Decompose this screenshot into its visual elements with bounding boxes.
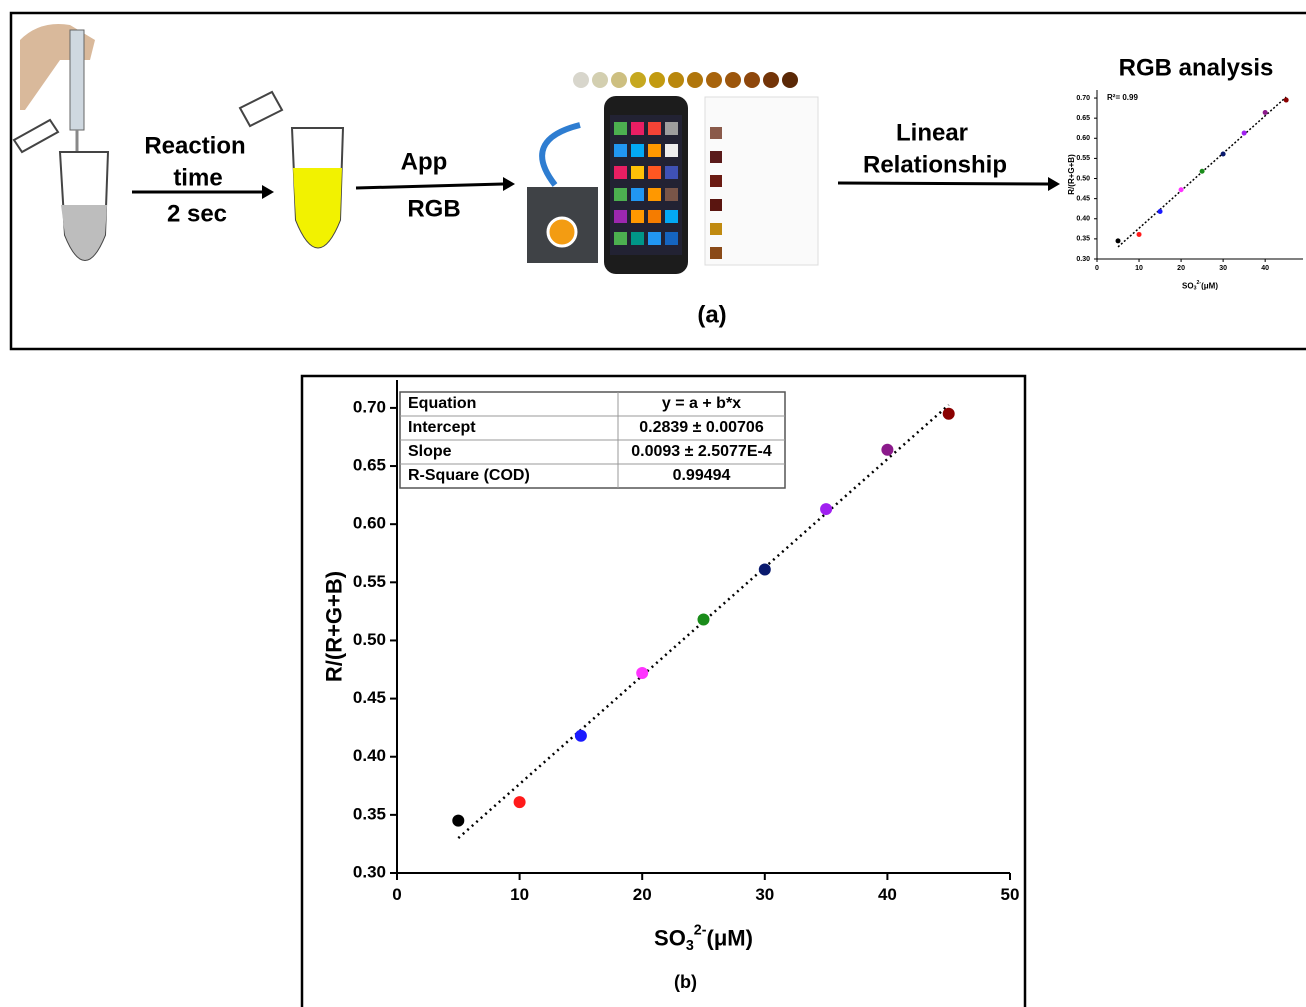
panel-b-frame [300, 374, 1027, 1007]
point [697, 613, 710, 626]
app-screenshot [704, 96, 819, 266]
y-axis-label: R/(R+G+B) [322, 571, 347, 682]
table-cell: 0.99494 [673, 467, 731, 484]
table-cell: 0.2839 ± 0.00706 [639, 419, 764, 436]
point [820, 503, 833, 516]
phone-apps [614, 122, 678, 245]
y-tick-label: 0.30 [1076, 256, 1090, 263]
y-tick-label: 0.60 [1076, 135, 1090, 142]
step-label: Reaction [144, 132, 245, 159]
chart-title: RGB analysis [1119, 54, 1274, 81]
table-cell: 0.0093 ± 2.5077E-4 [631, 443, 772, 460]
point [1241, 130, 1247, 136]
x-label-unit: (μM) [707, 925, 753, 950]
phone-screen [610, 115, 682, 255]
app-icon-wheel [546, 216, 578, 248]
x-label-sup: 2- [694, 922, 707, 938]
x-tick-label: 30 [755, 885, 774, 904]
tube-liquid [293, 168, 342, 248]
y-tick-label: 0.35 [353, 804, 386, 823]
x-label-text: SO [654, 925, 686, 950]
y-tick-label: 0.45 [1076, 195, 1090, 202]
x-tick-label: 30 [1219, 265, 1227, 272]
tube-liquid [61, 205, 107, 260]
table-cell: Intercept [408, 419, 476, 436]
x-tick-label: 10 [510, 885, 529, 904]
y-tick-label: 0.50 [1076, 175, 1090, 182]
x-label-unit: (μM) [1201, 281, 1218, 290]
y-tick-label: 0.60 [353, 514, 386, 533]
point [1199, 168, 1205, 174]
point [1157, 209, 1163, 215]
x-axis-label: SO32-(μM) [1182, 280, 1218, 292]
tube-cap [12, 118, 60, 154]
caption: (a) [697, 301, 726, 328]
y-tick-label: 0.50 [353, 630, 386, 649]
point [1283, 97, 1289, 103]
table-cell: R-Square (COD) [408, 467, 530, 484]
point [1115, 238, 1121, 244]
y-tick-label: 0.40 [353, 746, 386, 765]
curved-arrow [539, 122, 581, 187]
x-label-text: SO [1182, 281, 1194, 290]
y-tick-label: 0.55 [353, 572, 386, 591]
x-axis-label: SO32-(μM) [654, 922, 753, 953]
y-tick-label: 0.30 [353, 862, 386, 881]
y-tick-label: 0.40 [1076, 216, 1090, 223]
annotation: R²= 0.99 [1107, 93, 1138, 102]
x-tick-label: 40 [878, 885, 897, 904]
point [574, 729, 587, 742]
point [942, 407, 955, 420]
x-tick-label: 50 [1001, 885, 1020, 904]
table-cell: Slope [408, 443, 452, 460]
tube-cap [238, 90, 284, 128]
fit-line [457, 404, 950, 840]
y-tick-label: 0.65 [353, 456, 386, 475]
point [513, 796, 526, 809]
arrow-head [1048, 177, 1060, 191]
point [1178, 187, 1184, 193]
y-tick-label: 0.55 [1076, 155, 1090, 162]
pipette [69, 29, 85, 131]
x-tick-label: 0 [1095, 265, 1099, 272]
point [636, 667, 649, 680]
x-tick-label: 0 [392, 885, 401, 904]
point [881, 443, 894, 456]
arrow-head [503, 177, 515, 191]
x-tick-label: 40 [1261, 265, 1269, 272]
app-list [710, 127, 722, 259]
step-label: RGB [407, 195, 460, 222]
step-label: 2 sec [167, 200, 227, 227]
table-cell: Equation [408, 395, 476, 412]
point [1262, 110, 1268, 116]
step-label: App [401, 148, 448, 175]
point [1136, 231, 1142, 237]
y-axis-label: R/(R+G+B) [1067, 154, 1076, 195]
arrow-head [262, 185, 274, 199]
x-label-sup: 2- [1196, 280, 1201, 286]
arrow [837, 181, 1049, 186]
y-tick-label: 0.35 [1076, 236, 1090, 243]
color-swatches [573, 72, 798, 88]
step-label: time [173, 164, 222, 191]
x-tick-label: 20 [1177, 265, 1185, 272]
x-label-sub: 3 [686, 938, 694, 954]
step-label: Linear [896, 119, 968, 146]
x-tick-label: 10 [1135, 265, 1143, 272]
y-tick-label: 0.70 [1076, 95, 1090, 102]
x-tick-label: 20 [633, 885, 652, 904]
x-label-sub: 3 [1194, 286, 1197, 292]
point [1220, 151, 1226, 157]
arrow [355, 182, 504, 190]
y-tick-label: 0.65 [1076, 115, 1090, 122]
panel-a-frame [9, 11, 1306, 351]
y-tick-label: 0.45 [353, 688, 386, 707]
step-label: Relationship [863, 151, 1007, 178]
table-cell: y = a + b*x [662, 395, 741, 412]
point [452, 814, 465, 827]
y-tick-label: 0.70 [353, 397, 386, 416]
caption: (b) [674, 972, 697, 992]
point [758, 563, 771, 576]
